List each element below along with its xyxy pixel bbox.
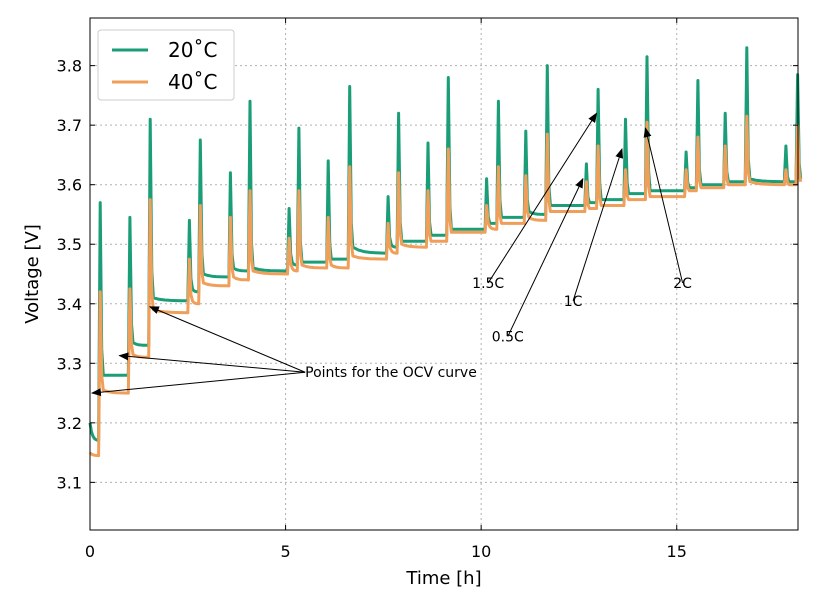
annotation-label: 0.5C bbox=[492, 330, 524, 346]
y-tick-label: 3.2 bbox=[57, 414, 82, 433]
x-tick-label: 10 bbox=[471, 542, 491, 561]
x-axis-title: Time [h] bbox=[405, 568, 481, 589]
annotation-arrow bbox=[507, 177, 584, 337]
series-layer bbox=[88, 46, 803, 458]
legend: 20˚C 40˚C bbox=[97, 29, 235, 101]
series-line bbox=[88, 46, 803, 443]
annotation-arrow bbox=[643, 127, 684, 284]
annotation-arrow bbox=[118, 352, 306, 373]
annotation-arrow bbox=[487, 112, 598, 284]
legend-label: 40˚C bbox=[168, 70, 217, 94]
y-tick-label: 3.6 bbox=[57, 176, 82, 195]
annotation-arrow bbox=[90, 371, 306, 397]
y-tick-label: 3.5 bbox=[57, 235, 82, 254]
legend-label: 20˚C bbox=[168, 38, 217, 62]
series-line bbox=[88, 114, 803, 458]
x-tick-label: 5 bbox=[280, 542, 290, 561]
annotation-label: 2C bbox=[673, 276, 692, 292]
ticks: 0 5 10 15 3.1 3.2 3.3 3.4 3.5 3.6 3.7 3.8 bbox=[57, 18, 798, 561]
annotation-arrow bbox=[572, 148, 624, 301]
y-tick-label: 3.1 bbox=[57, 473, 82, 492]
annotation-label: 1C bbox=[564, 294, 583, 310]
annotation-label: Points for the OCV curve bbox=[305, 365, 477, 381]
annotations: Points for the OCV curve 1.5C 0.5C 1C 2C bbox=[90, 112, 692, 397]
annotation-label: 1.5C bbox=[472, 276, 504, 292]
x-tick-label: 0 bbox=[85, 542, 95, 561]
y-tick-label: 3.3 bbox=[57, 354, 82, 373]
grid bbox=[89, 18, 798, 530]
y-tick-label: 3.7 bbox=[57, 116, 82, 135]
y-axis-title: Voltage [V] bbox=[22, 224, 43, 324]
x-tick-label: 15 bbox=[667, 542, 687, 561]
annotation-arrow bbox=[148, 306, 306, 373]
plot-frame bbox=[89, 17, 799, 531]
y-tick-label: 3.4 bbox=[57, 295, 82, 314]
y-tick-label: 3.8 bbox=[57, 57, 82, 76]
